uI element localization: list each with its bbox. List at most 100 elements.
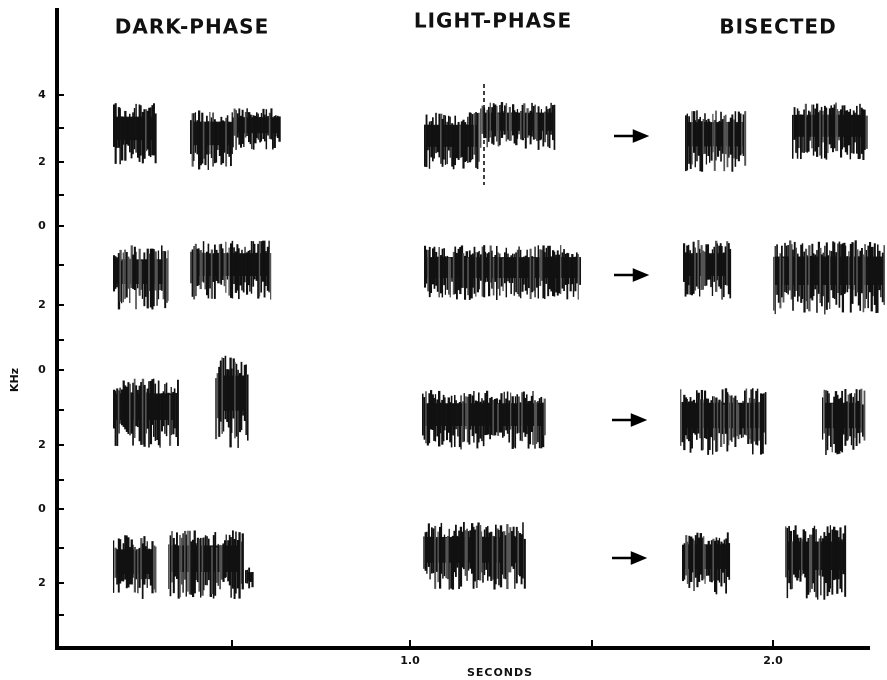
spectrogram-streak bbox=[865, 115, 868, 149]
spectrogram-streak bbox=[470, 113, 472, 161]
y-axis-label: KHz bbox=[8, 368, 21, 392]
spectrogram-streak bbox=[141, 111, 144, 164]
spectrogram-streak bbox=[154, 546, 157, 593]
spectrogram-streak bbox=[141, 260, 144, 299]
spectrogram-streak bbox=[232, 117, 234, 148]
spectrogram-streak bbox=[809, 255, 812, 299]
spectrogram-streak bbox=[259, 116, 262, 143]
spectrogram-streak bbox=[862, 109, 865, 160]
spectrogram-streak bbox=[496, 245, 498, 300]
spectrogram-streak bbox=[116, 117, 118, 148]
spectrogram-streak bbox=[519, 402, 522, 441]
spectrogram-streak bbox=[241, 109, 244, 144]
spectrogram-streak bbox=[701, 537, 704, 581]
spectrogram-streak bbox=[225, 241, 227, 293]
spectrogram-streak bbox=[239, 373, 242, 433]
spectrogram-streak bbox=[121, 261, 123, 304]
spectrogram-streak bbox=[518, 396, 520, 433]
spectrogram-streak bbox=[833, 104, 836, 149]
spectrogram-streak bbox=[190, 541, 193, 595]
spectrogram-streak bbox=[459, 247, 462, 295]
spectrogram-streak bbox=[130, 245, 133, 288]
spectrogram-streak bbox=[739, 113, 742, 156]
spectrogram-streak bbox=[764, 392, 767, 445]
spectrogram-streak bbox=[199, 121, 202, 166]
spectrogram-streak bbox=[537, 401, 539, 443]
spectrogram-streak bbox=[569, 258, 572, 292]
spectrogram-streak bbox=[448, 115, 450, 151]
spectrogram-streak bbox=[710, 254, 712, 288]
column-header: LIGHT-PHASE bbox=[414, 9, 572, 33]
spectrogram-streak bbox=[486, 253, 489, 282]
spectrogram-streak bbox=[851, 115, 853, 154]
spectrogram-streak bbox=[858, 389, 861, 444]
spectrogram-streak bbox=[202, 121, 205, 159]
spectrogram-streak bbox=[247, 374, 249, 441]
arrow bbox=[614, 129, 650, 143]
spectrogram-streak bbox=[729, 248, 732, 299]
spectrogram-streak bbox=[114, 103, 117, 164]
spectrogram-streak bbox=[518, 246, 520, 297]
spectrogram-streak bbox=[177, 545, 180, 599]
spectrogram-streak bbox=[258, 240, 261, 297]
spectrogram-streak bbox=[539, 249, 542, 286]
spectrogram-streak bbox=[519, 533, 522, 577]
spectrogram-streak bbox=[243, 117, 245, 148]
spectrogram-streak bbox=[481, 105, 484, 134]
spectrogram-streak bbox=[684, 397, 688, 436]
spectrogram-streak bbox=[812, 104, 815, 156]
spectrogram-streak bbox=[206, 536, 208, 586]
spectrogram-streak bbox=[190, 120, 193, 155]
spectrogram-streak bbox=[481, 246, 484, 297]
spectrogram-streak bbox=[264, 114, 266, 142]
spectrogram-streak bbox=[137, 260, 139, 289]
spectrogram-streak bbox=[830, 403, 832, 447]
spectrogram-streak bbox=[797, 537, 800, 579]
spectrogram-streak bbox=[694, 247, 697, 291]
spectrogram-streak bbox=[864, 109, 866, 150]
spectrogram-streak bbox=[498, 529, 500, 586]
spectrogram-streak bbox=[818, 538, 821, 576]
spectrogram-streak bbox=[430, 121, 433, 158]
spectrogram-streak bbox=[825, 107, 828, 160]
spectrogram-streak bbox=[209, 546, 212, 597]
spectrogram bbox=[422, 390, 546, 450]
spectrogram-streak bbox=[878, 250, 881, 291]
spectrogram-streak bbox=[713, 119, 716, 171]
spectrogram-streak bbox=[800, 114, 802, 160]
spectrogram-streak bbox=[536, 258, 538, 288]
spectrogram-streak bbox=[706, 544, 708, 576]
spectrogram-streak bbox=[424, 124, 426, 167]
spectrogram-streak bbox=[438, 113, 441, 158]
spectrogram-streak bbox=[182, 533, 184, 593]
spectrogram-streak bbox=[785, 526, 787, 578]
spectrogram-streak bbox=[801, 243, 804, 299]
spectrogram-streak bbox=[207, 243, 210, 299]
spectrogram-streak bbox=[494, 254, 497, 282]
spectrogram-streak bbox=[737, 404, 740, 440]
spectrogram-streak bbox=[726, 532, 729, 577]
spectrogram-streak bbox=[564, 253, 567, 285]
spectrogram-streak bbox=[246, 252, 249, 295]
spectrogram-streak bbox=[210, 117, 213, 159]
spectrogram-streak bbox=[143, 384, 146, 447]
spectrogram-streak bbox=[489, 397, 491, 440]
spectrogram-streak bbox=[488, 106, 490, 142]
spectrogram-streak bbox=[856, 249, 859, 293]
spectrogram-streak bbox=[141, 543, 144, 599]
spectrogram-streak bbox=[193, 246, 196, 300]
spectrogram-streak bbox=[852, 396, 855, 450]
spectrogram-streak bbox=[246, 569, 249, 584]
spectrogram-streak bbox=[737, 111, 740, 162]
spectrogram-streak bbox=[716, 400, 719, 451]
spectrogram-streak bbox=[875, 257, 878, 314]
spectrogram-streak bbox=[712, 396, 714, 455]
spectrogram-streak bbox=[459, 526, 463, 587]
spectrogram-streak bbox=[822, 110, 824, 143]
spectrogram-streak bbox=[819, 110, 822, 156]
spectrogram-streak bbox=[454, 115, 457, 166]
spectrogram-streak bbox=[572, 257, 575, 297]
spectrogram-streak bbox=[172, 391, 175, 435]
spectrogram-streak bbox=[534, 104, 537, 139]
spectrogram-streak bbox=[458, 401, 461, 448]
